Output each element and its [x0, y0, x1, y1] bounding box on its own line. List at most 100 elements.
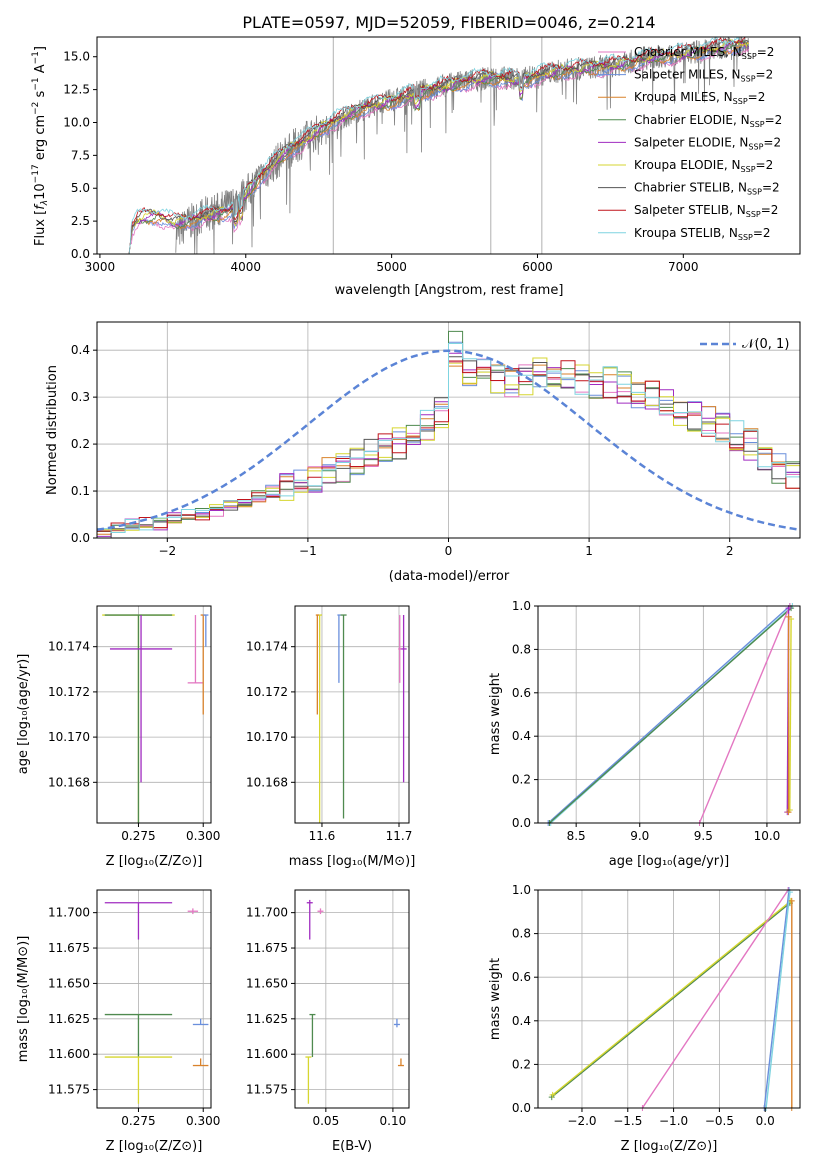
spectrum-ytick-label: 12.5: [63, 83, 90, 97]
weight-vs-age-line: [789, 618, 792, 811]
legend-label-sub: SSP: [733, 97, 748, 106]
spectrum-xlabel: wavelength [Angstrom, rest frame]: [335, 283, 564, 298]
weight-vs-age-point: [785, 613, 792, 620]
spectrum-xtick-label: 6000: [522, 260, 553, 274]
weight-vs-age-ytick-label: 0.6: [512, 686, 531, 700]
weight-vs-age-ytick-label: 1.0: [512, 599, 531, 613]
mass-vs-Z-ytick-label: 11.675: [48, 941, 90, 955]
legend-label-tail: =2: [757, 45, 775, 59]
legend-label-tail: =2: [753, 226, 771, 240]
mass-vs-ebv-ytick-label: 11.650: [246, 976, 288, 990]
weight-vs-age-line: [547, 605, 791, 824]
legend-label-sub: SSP: [742, 52, 757, 61]
legend-label-tail: =2: [765, 113, 783, 127]
spectrum-ylabel: Flux [fλ10−17 erg cm−2 s−1 A−1]: [31, 46, 50, 246]
spectrum-ytick-label: 15.0: [63, 50, 90, 64]
weight-vs-Z-ytick-label: 0.8: [512, 927, 531, 941]
weight-vs-age-panel: 8.5 9.0 9.5 10.0 0.0 0.2 0.4 0.6 0.8 1.0 age [log…: [488, 599, 801, 869]
residuals-plot-area: [97, 330, 800, 538]
spectrum-ytick-label: 10.0: [63, 115, 90, 129]
weight-vs-Z-xtick-label: −1.5: [613, 1114, 642, 1128]
age-vs-Z-xtick-label: 0.275: [121, 829, 155, 843]
spectrum-panel: 3000 4000 5000 6000 7000 0.0 2.5 5.0 7.5 10.0 12.5…: [31, 36, 801, 298]
mass-vs-Z-ytick-label: 11.700: [48, 906, 90, 920]
residuals-xtick-label: 2: [726, 544, 734, 558]
residuals-ylabel: Normed distribution: [45, 365, 60, 495]
weight-vs-age-line: [548, 607, 792, 824]
mass-vs-Z-xlabel: Z [log₁₀(Z/Z⊙)]: [106, 1139, 203, 1154]
age-vs-Z-xtick-label: 0.300: [186, 829, 220, 843]
residuals-ytick-label: 0.1: [71, 484, 90, 498]
residuals-ytick-label: 0.3: [71, 390, 90, 404]
normal-reference-curve: [97, 349, 800, 532]
residuals-ytick-label: 0.0: [71, 531, 90, 545]
age-vs-mass-panel: 11.6 11.7 10.168 10.170 10.172 10.174 mass [l…: [246, 605, 415, 869]
legend-label-main: Salpeter ELODIE, N: [634, 135, 748, 149]
weight-vs-age-xtick-label: 9.5: [694, 829, 713, 843]
weight-vs-age-line: [698, 605, 791, 824]
legend-label-main: Kroupa ELODIE, N: [634, 158, 741, 172]
weight-vs-age-point: [785, 809, 792, 816]
spectrum-plot-area: [128, 37, 750, 254]
mass-vs-ebv-ytick-label: 11.700: [246, 906, 288, 920]
age-vs-Z-ytick-label: 10.168: [48, 775, 90, 789]
weight-vs-Z-panel: −2.0 −1.5 −1.0 −0.5 0.0 0.0 0.2 0.4 0.6 0.8 1.0 Z …: [488, 883, 801, 1154]
figure-title: PLATE=0597, MJD=52059, FIBERID=0046, z=0…: [242, 13, 655, 32]
legend-label-tail: =2: [762, 181, 780, 195]
age-vs-Z-ylabel: age [log₁₀(age/yr)]: [16, 654, 31, 775]
residuals-histogram: [97, 360, 800, 538]
legend-label-main: Salpeter MILES, N: [634, 68, 741, 82]
mass-vs-ebv-xtick-label: 0.05: [312, 1114, 339, 1128]
weight-vs-Z-ylabel: mass weight: [488, 958, 503, 1040]
spectrum-ytick-label: 7.5: [71, 148, 90, 162]
legend-label-tail: =2: [748, 90, 766, 104]
weight-vs-age-ytick-label: 0.4: [512, 729, 531, 743]
spectrum-model-line: [128, 37, 749, 254]
weight-vs-Z-xtick-label: −2.0: [567, 1114, 596, 1128]
legend-label: Chabrier STELIB, NSSP=2: [634, 181, 780, 197]
weight-vs-Z-line: [552, 900, 792, 1096]
legend-label-tail: =2: [756, 68, 774, 82]
legend-label: Salpeter ELODIE, NSSP=2: [634, 135, 781, 151]
age-vs-mass-ytick-label: 10.172: [246, 685, 288, 699]
spectrum-model-line: [128, 47, 750, 254]
spectrum-xtick-label: 3000: [85, 260, 116, 274]
mass-vs-ebv-ytick-label: 11.575: [246, 1083, 288, 1097]
legend-label: Salpeter STELIB, NSSP=2: [634, 203, 778, 219]
legend-label: Kroupa ELODIE, NSSP=2: [634, 158, 773, 174]
legend-label-main: Chabrier MILES, N: [634, 45, 742, 59]
spectrum-ytick-label: 5.0: [71, 181, 90, 195]
legend-label-sub: SSP: [748, 142, 763, 151]
legend-label: Kroupa MILES, NSSP=2: [634, 90, 765, 106]
mass-vs-Z-xtick-label: 0.300: [186, 1114, 220, 1128]
mass-vs-ebv-xlabel: E(B-V): [332, 1139, 372, 1154]
residuals-ytick-label: 0.2: [71, 437, 90, 451]
mass-vs-Z-ylabel: mass [log₁₀(M/M⊙)]: [16, 936, 31, 1063]
residuals-xtick-label: 1: [585, 544, 593, 558]
mass-vs-Z-ytick-label: 11.650: [48, 976, 90, 990]
mass-vs-ebv-xtick-label: 0.10: [380, 1114, 407, 1128]
weight-vs-Z-line: [763, 889, 790, 1109]
weight-vs-Z-ytick-label: 0.0: [512, 1101, 531, 1115]
mass-vs-Z-ytick-label: 11.625: [48, 1012, 90, 1026]
mass-vs-ebv-ytick-label: 11.625: [246, 1012, 288, 1026]
residuals-legend: 𝒩(0, 1): [700, 337, 789, 352]
residuals-xlabel: (data-model)/error: [389, 569, 510, 584]
weight-vs-age-xlabel: age [log₁₀(age/yr)]: [609, 854, 730, 869]
mass-vs-ebv-panel: 0.05 0.10 11.575 11.600 11.625 11.650 11.675 11…: [246, 889, 410, 1154]
mass-vs-ebv-ytick-label: 11.600: [246, 1047, 288, 1061]
mass-vs-Z-panel: 0.275 0.300 11.575 11.600 11.625 11.650 11.675…: [16, 889, 220, 1154]
weight-vs-Z-xlabel: Z [log₁₀(Z/Z⊙)]: [621, 1139, 718, 1154]
weight-vs-age-ytick-label: 0.2: [512, 773, 531, 787]
spectrum-xtick-label: 7000: [668, 260, 699, 274]
legend-label-tail: =2: [763, 135, 781, 149]
legend-label-sub: SSP: [738, 233, 753, 242]
weight-vs-Z-point: [549, 1091, 556, 1098]
residuals-ytick-label: 0.4: [71, 343, 90, 357]
age-vs-mass-ytick-label: 10.174: [246, 640, 288, 654]
mass-vs-ebv-ytick-label: 11.675: [246, 941, 288, 955]
legend-label-tail: =2: [761, 203, 779, 217]
weight-vs-Z-xtick-label: −0.5: [705, 1114, 734, 1128]
legend-label: Salpeter MILES, NSSP=2: [634, 68, 773, 84]
age-vs-Z-panel: 0.275 0.300 10.168 10.170 10.172 10.174 Z [lo…: [16, 605, 220, 869]
